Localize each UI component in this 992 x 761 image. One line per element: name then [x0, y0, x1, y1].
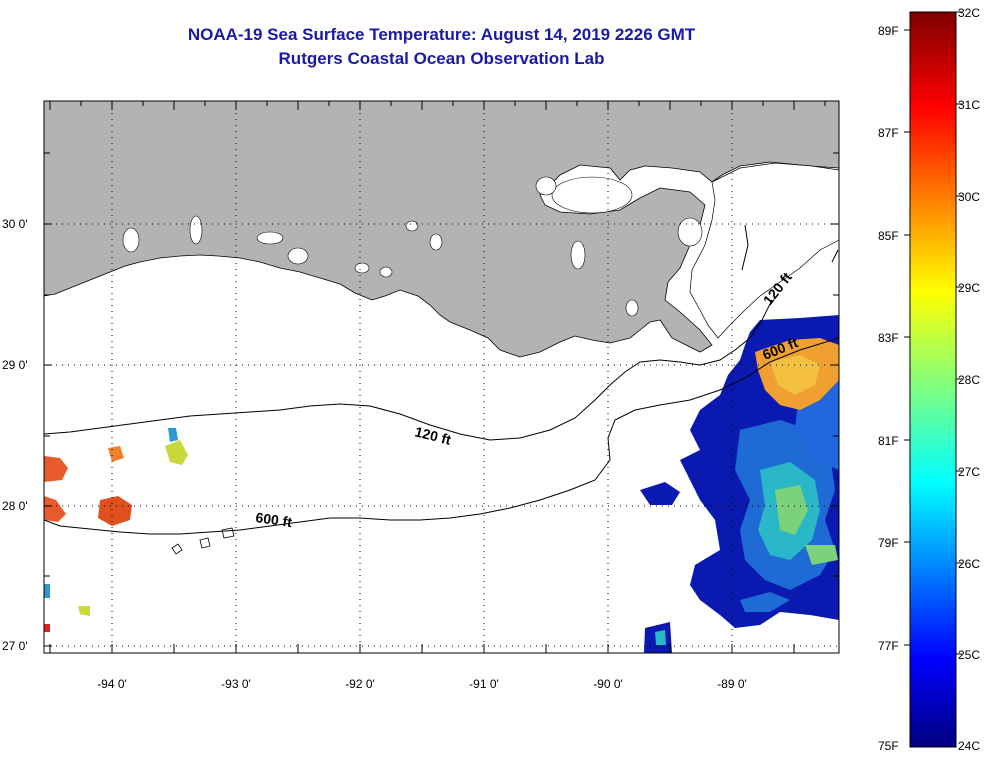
- lon-label: -89 0': [717, 677, 747, 691]
- lon-label: -93 0': [221, 677, 251, 691]
- sst-patch-west: [44, 428, 188, 632]
- colorbar-label-c: 24C: [958, 739, 980, 753]
- lake: [570, 240, 586, 270]
- lake: [287, 247, 309, 265]
- colorbar-label-c: 30C: [958, 190, 980, 204]
- lon-label: -94 0': [97, 677, 127, 691]
- colorbar: [909, 11, 957, 748]
- lake: [429, 233, 443, 251]
- lat-label: 29 0': [2, 358, 28, 372]
- colorbar-label-f: 81F: [878, 434, 899, 448]
- lon-label: -90 0': [593, 677, 623, 691]
- lake: [379, 266, 393, 278]
- colorbar-label-c: 26C: [958, 557, 980, 571]
- lake: [625, 299, 639, 317]
- lake: [405, 220, 419, 232]
- map-grid: [44, 101, 839, 653]
- colorbar-label-f: 83F: [878, 331, 899, 345]
- land-mass: [44, 101, 839, 358]
- colorbar-label-c: 32C: [958, 6, 980, 20]
- contour-600ft: [44, 337, 839, 535]
- map-subtitle: Rutgers Coastal Ocean Observation Lab: [278, 49, 605, 68]
- colorbar-label-f: 79F: [878, 536, 899, 550]
- colorbar-label-c: 25C: [958, 648, 980, 662]
- colorbar-label-f: 77F: [878, 639, 899, 653]
- colorbar-label-c: 29C: [958, 281, 980, 295]
- lake: [122, 227, 140, 253]
- colorbar-label-c: 31C: [958, 98, 980, 112]
- lon-label: -92 0': [345, 677, 375, 691]
- lon-label: -91 0': [469, 677, 499, 691]
- lake: [256, 231, 284, 245]
- contour-120ft: [44, 299, 773, 441]
- lake: [354, 262, 370, 274]
- colorbar-ticks: [904, 11, 962, 655]
- map-title: NOAA-19 Sea Surface Temperature: August …: [187, 25, 696, 44]
- colorbar-label-f: 87F: [878, 126, 899, 140]
- lake: [189, 215, 203, 245]
- lake: [677, 217, 703, 247]
- lat-label: 28 0': [2, 499, 28, 513]
- colorbar-label-c: 27C: [958, 465, 980, 479]
- map-ticks: [44, 101, 839, 653]
- lake: [551, 176, 633, 214]
- lat-label: 27 0': [2, 639, 28, 653]
- sound-water: [689, 162, 839, 339]
- lake: [535, 176, 557, 196]
- contour-label-600ft-west: 600 ft: [255, 509, 294, 530]
- lat-label: 30 0': [2, 217, 28, 231]
- colorbar-label-f: 75F: [878, 739, 899, 753]
- map-frame: [43, 100, 840, 654]
- colorbar-label-c: 28C: [958, 373, 980, 387]
- sst-patch-east: [640, 315, 839, 653]
- colorbar-label-f: 85F: [878, 229, 899, 243]
- colorbar-label-f: 89F: [878, 24, 899, 38]
